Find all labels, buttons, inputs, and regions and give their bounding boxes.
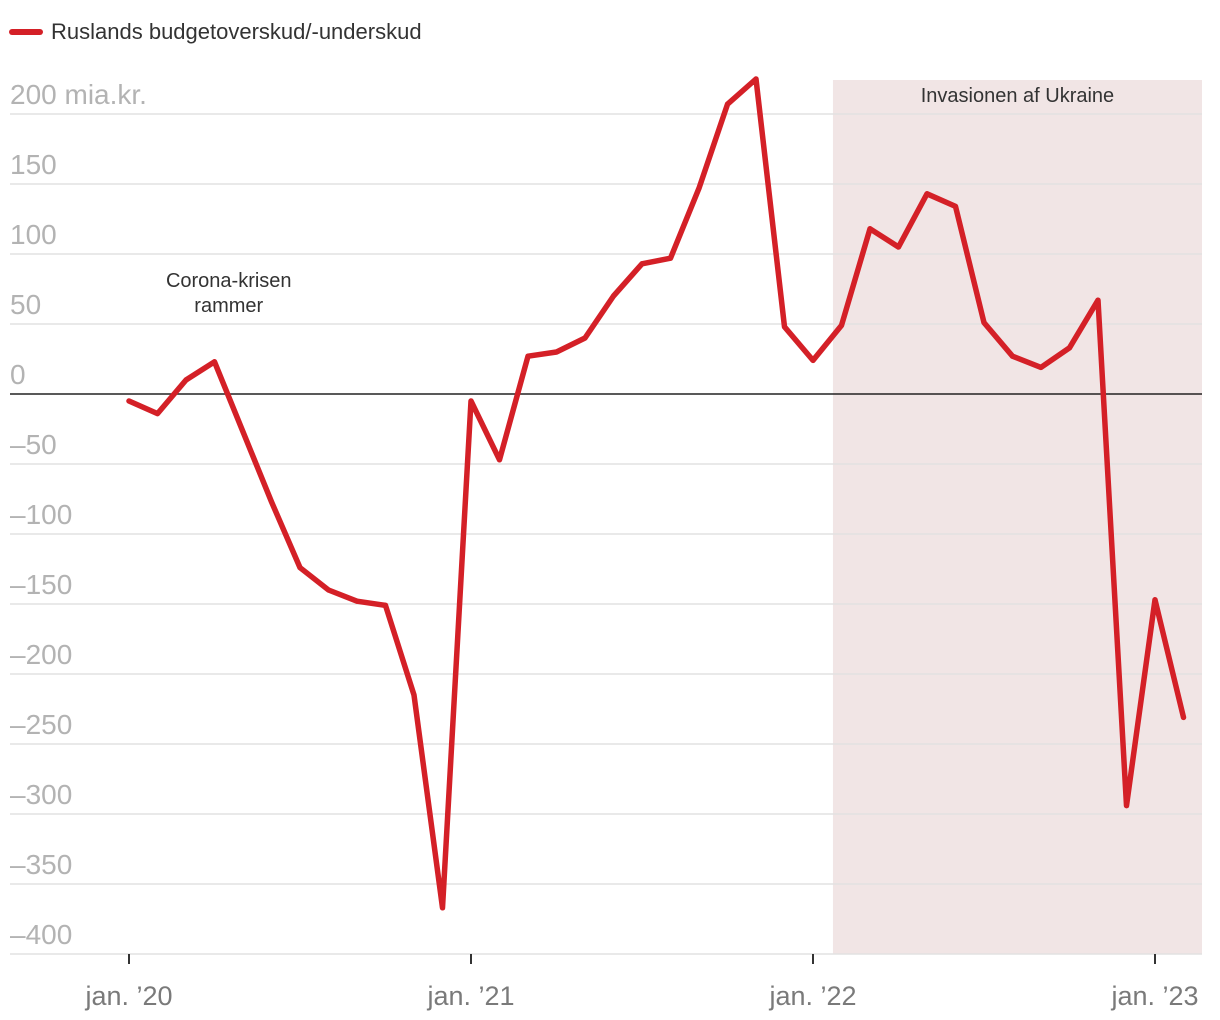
data-point — [1124, 803, 1129, 809]
data-point — [810, 357, 816, 363]
y-tick-label: –350 — [10, 849, 72, 880]
y-tick-label: 150 — [10, 149, 57, 180]
data-point — [1152, 597, 1158, 603]
y-tick-label: –200 — [10, 639, 72, 670]
data-point — [554, 349, 559, 355]
y-tick-label: –300 — [10, 779, 72, 810]
data-point — [839, 322, 844, 328]
series-points — [126, 76, 1186, 911]
data-point — [212, 359, 217, 365]
data-point — [240, 429, 246, 435]
x-tick-label: jan. ’20 — [84, 981, 172, 1011]
data-point — [155, 411, 160, 417]
y-tick-label: –250 — [10, 709, 72, 740]
data-point — [981, 320, 987, 326]
x-tick-label: jan. ’22 — [768, 981, 856, 1011]
y-tick-label: 50 — [10, 289, 41, 320]
data-point — [354, 598, 360, 604]
y-tick-label: 0 — [10, 359, 26, 390]
data-point — [440, 905, 445, 911]
data-point — [668, 255, 673, 261]
data-point — [896, 244, 901, 250]
data-point — [411, 692, 417, 698]
gridlines — [10, 113, 1202, 955]
data-point — [696, 185, 702, 191]
data-point — [753, 76, 759, 82]
data-point — [468, 398, 474, 404]
data-point — [126, 398, 132, 404]
y-tick-label: –50 — [10, 429, 57, 460]
data-point — [269, 499, 274, 505]
y-tick-label: –100 — [10, 499, 72, 530]
data-point — [1067, 345, 1072, 351]
data-point — [782, 324, 787, 330]
x-tick-label: jan. ’23 — [1110, 981, 1198, 1011]
data-point — [1010, 353, 1015, 359]
invasion-shaded-region — [832, 80, 1202, 954]
corona-crisis-annotation: Corona-krisen rammer — [166, 270, 292, 317]
data-point — [611, 293, 616, 299]
data-point — [183, 377, 189, 383]
y-axis: 200 mia.kr. 150 100 50 0 –50 –100 –150 –200 –250 –… — [10, 79, 147, 950]
data-point — [953, 203, 958, 209]
data-point — [1038, 364, 1044, 370]
data-point — [326, 587, 331, 593]
x-tick-label: jan. ’21 — [426, 981, 514, 1011]
legend-label: Ruslands budgetoverskud/-underskud — [51, 19, 422, 44]
y-tick-label: –400 — [10, 919, 72, 950]
invasion-region-label: Invasionen af Ukraine — [921, 85, 1114, 107]
y-tick-label: –150 — [10, 569, 72, 600]
data-point — [1095, 297, 1101, 303]
data-point — [582, 335, 588, 341]
data-point — [297, 565, 303, 571]
data-point — [924, 191, 930, 197]
y-tick-label: 200 mia.kr. — [10, 79, 147, 110]
legend: Ruslands budgetoverskud/-underskud — [9, 19, 422, 44]
y-tick-label: 100 — [10, 219, 57, 250]
x-axis: jan. ’20 jan. ’21 jan. ’22 jan. ’23 — [84, 954, 1199, 1011]
series-line-budget-balance — [126, 76, 1187, 911]
data-point — [525, 353, 531, 359]
data-point — [383, 602, 388, 608]
data-point — [867, 226, 873, 232]
data-point — [1181, 714, 1186, 720]
data-point — [497, 457, 502, 463]
data-point — [725, 101, 730, 107]
data-point — [639, 261, 645, 267]
